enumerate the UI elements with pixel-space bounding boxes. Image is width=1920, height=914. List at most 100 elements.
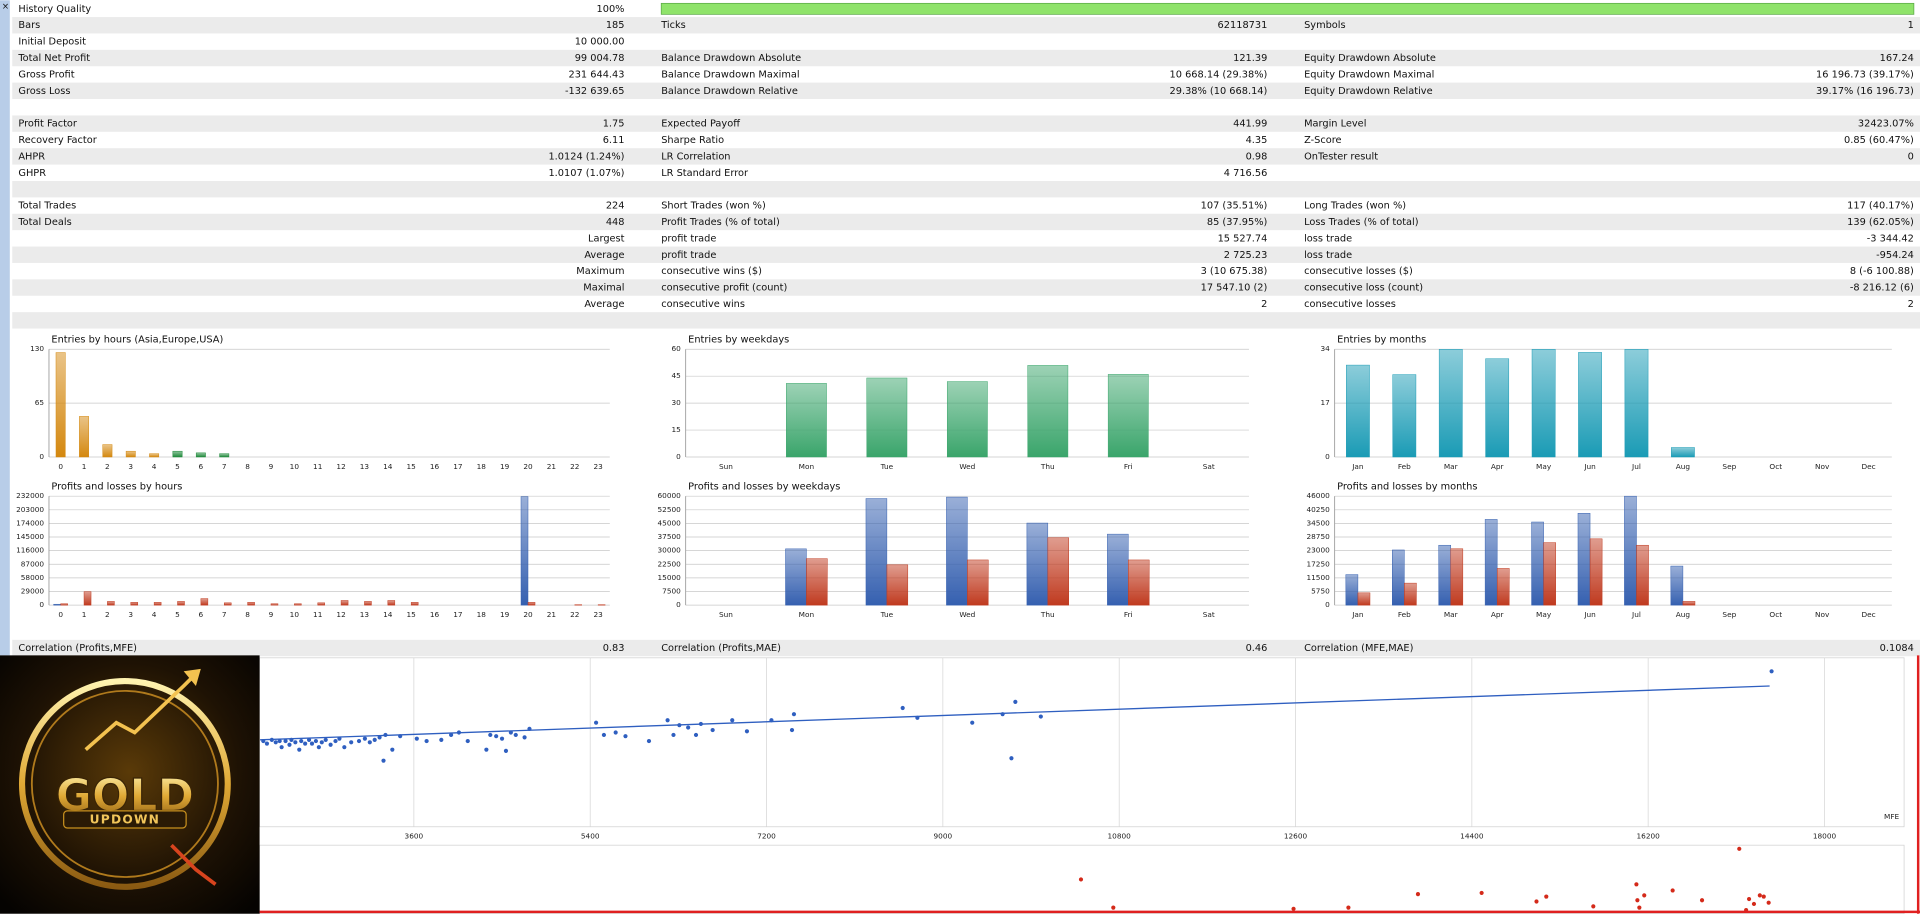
y-tick-label: 65: [35, 398, 45, 407]
point: [381, 758, 386, 763]
point: [367, 740, 372, 745]
x-tick-label: 11: [313, 462, 322, 471]
bar: [340, 600, 349, 606]
stat-value: 121.39: [1233, 53, 1267, 64]
stat-label: Correlation (Profits,MFE): [18, 643, 137, 654]
point: [1751, 901, 1757, 907]
stat-label: Recovery Factor: [18, 135, 97, 146]
x-tick-label: Fri: [1124, 610, 1133, 619]
stat-label: consecutive losses: [1304, 299, 1396, 310]
x-tick-label: 7: [222, 610, 227, 619]
y-tick-label: 0: [39, 600, 44, 609]
stat-label: Symbols: [1304, 20, 1346, 31]
bar: [1107, 533, 1129, 606]
y-tick-label: 58000: [21, 573, 45, 582]
x-tick-label: Fri: [1124, 462, 1133, 471]
x-tick-label: 2: [105, 462, 110, 471]
bar: [1636, 544, 1649, 606]
chart-title: Entries by weekdays: [688, 334, 789, 345]
y-tick-label: 0: [1325, 452, 1330, 461]
bar: [967, 559, 989, 606]
x-tick-label: 5: [175, 610, 180, 619]
logo: GOLD UPDOWN: [0, 655, 260, 914]
stat-value: 16 196.73 (39.17%): [1816, 69, 1914, 80]
bar: [1026, 522, 1049, 606]
logo-arrow: [183, 668, 201, 686]
point: [1291, 906, 1296, 911]
point: [1534, 899, 1539, 904]
stat-value: 99 004.78: [575, 53, 625, 64]
bar: [946, 496, 968, 606]
stat-value: -8 216.12 (6): [1850, 283, 1914, 294]
point: [414, 736, 419, 741]
bar: [149, 453, 160, 458]
bar: [1543, 542, 1556, 606]
row-stripe: [12, 49, 1920, 67]
point: [264, 741, 270, 746]
x-tick-label: 0: [58, 462, 63, 471]
row-heading: Average: [584, 250, 624, 261]
x-tick-label: Aug: [1676, 462, 1690, 471]
point: [313, 738, 318, 744]
x-tick-label: Mon: [799, 610, 815, 619]
bar: [195, 452, 206, 458]
bar: [55, 352, 66, 458]
row-heading: Maximal: [583, 283, 624, 294]
point: [372, 737, 377, 742]
point: [456, 730, 462, 735]
x-tick-label: Sep: [1722, 610, 1736, 619]
stat-value: -954.24: [1876, 250, 1914, 261]
bar: [1671, 447, 1695, 458]
stat-value: 6.11: [603, 135, 625, 146]
logo-background: [0, 655, 260, 914]
stat-value: 10 000.00: [575, 37, 625, 48]
stat-label: LR Standard Error: [661, 168, 749, 179]
row-stripe: [12, 17, 1920, 34]
x-tick-label: 12600: [1284, 832, 1308, 841]
point: [671, 732, 676, 738]
stat-label: Loss Trades (% of total): [1304, 217, 1418, 228]
x-tick-label: Mar: [1444, 462, 1459, 471]
y-tick-label: 130: [30, 344, 44, 353]
point: [1078, 877, 1084, 882]
stat-value: 0.83: [603, 643, 625, 654]
stat-label: Gross Loss: [18, 86, 70, 97]
bar: [270, 603, 279, 606]
stat-value: 4 716.56: [1224, 168, 1268, 179]
stat-label: Correlation (MFE,MAE): [1304, 643, 1413, 654]
stat-label: Equity Drawdown Relative: [1304, 86, 1433, 97]
point: [527, 726, 532, 731]
stat-label: profit trade: [661, 250, 716, 261]
point: [522, 735, 527, 740]
x-tick-label: 15: [407, 610, 417, 619]
point: [293, 740, 298, 745]
point: [698, 721, 703, 727]
point: [970, 720, 975, 725]
x-tick-label: 12: [336, 462, 345, 471]
x-tick-label: 14: [383, 610, 393, 619]
stat-label: loss trade: [1304, 250, 1352, 261]
stat-value: 85 (37.95%): [1207, 217, 1267, 228]
point: [439, 737, 444, 742]
x-tick-label: 16: [430, 462, 440, 471]
x-tick-label: 20: [523, 610, 533, 619]
y-tick-label: 203000: [16, 505, 44, 514]
point: [1415, 892, 1421, 897]
x-tick-label: 14400: [1460, 832, 1484, 841]
y-tick-label: 30: [671, 398, 681, 407]
x-axis-label: MFE: [1884, 812, 1900, 821]
stat-label: Balance Drawdown Maximal: [661, 69, 799, 80]
close-icon[interactable]: ×: [2, 2, 9, 12]
point: [900, 705, 905, 711]
y-tick-label: 232000: [16, 491, 44, 500]
x-tick-label: 19: [500, 462, 510, 471]
x-tick-label: 22: [570, 462, 579, 471]
stat-label: consecutive loss (count): [1304, 283, 1423, 294]
stat-value: 231 644.43: [568, 69, 624, 80]
x-tick-label: Apr: [1491, 610, 1505, 619]
x-tick-label: Nov: [1815, 462, 1830, 471]
bar: [53, 603, 61, 606]
point: [333, 738, 338, 744]
x-tick-label: Oct: [1769, 610, 1782, 619]
